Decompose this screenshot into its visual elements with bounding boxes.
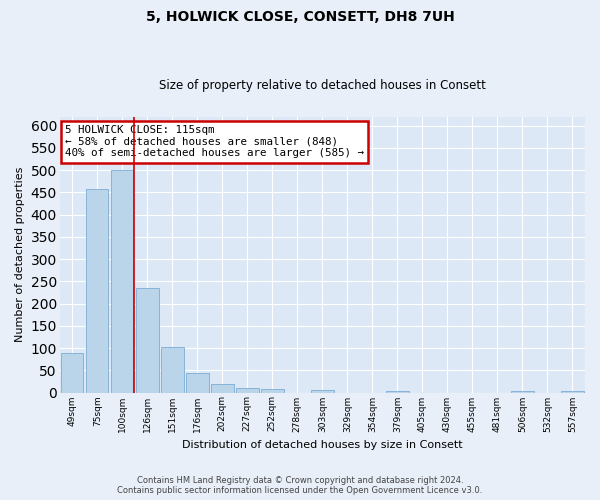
Bar [386, 390, 409, 392]
Bar [86, 189, 109, 392]
X-axis label: Distribution of detached houses by size in Consett: Distribution of detached houses by size … [182, 440, 463, 450]
Text: 5, HOLWICK CLOSE, CONSETT, DH8 7UH: 5, HOLWICK CLOSE, CONSETT, DH8 7UH [146, 10, 454, 24]
Text: Contains HM Land Registry data © Crown copyright and database right 2024.
Contai: Contains HM Land Registry data © Crown c… [118, 476, 482, 495]
Text: 5 HOLWICK CLOSE: 115sqm
← 58% of detached houses are smaller (848)
40% of semi-d: 5 HOLWICK CLOSE: 115sqm ← 58% of detache… [65, 125, 364, 158]
Bar [561, 391, 584, 392]
Bar [236, 388, 259, 392]
Bar [211, 384, 233, 392]
Bar [161, 346, 184, 393]
Bar [61, 354, 83, 393]
Y-axis label: Number of detached properties: Number of detached properties [15, 167, 25, 342]
Bar [511, 391, 534, 392]
Bar [136, 288, 158, 393]
Bar [261, 390, 284, 392]
Title: Size of property relative to detached houses in Consett: Size of property relative to detached ho… [159, 79, 486, 92]
Bar [311, 390, 334, 392]
Bar [111, 170, 133, 392]
Bar [186, 372, 209, 392]
